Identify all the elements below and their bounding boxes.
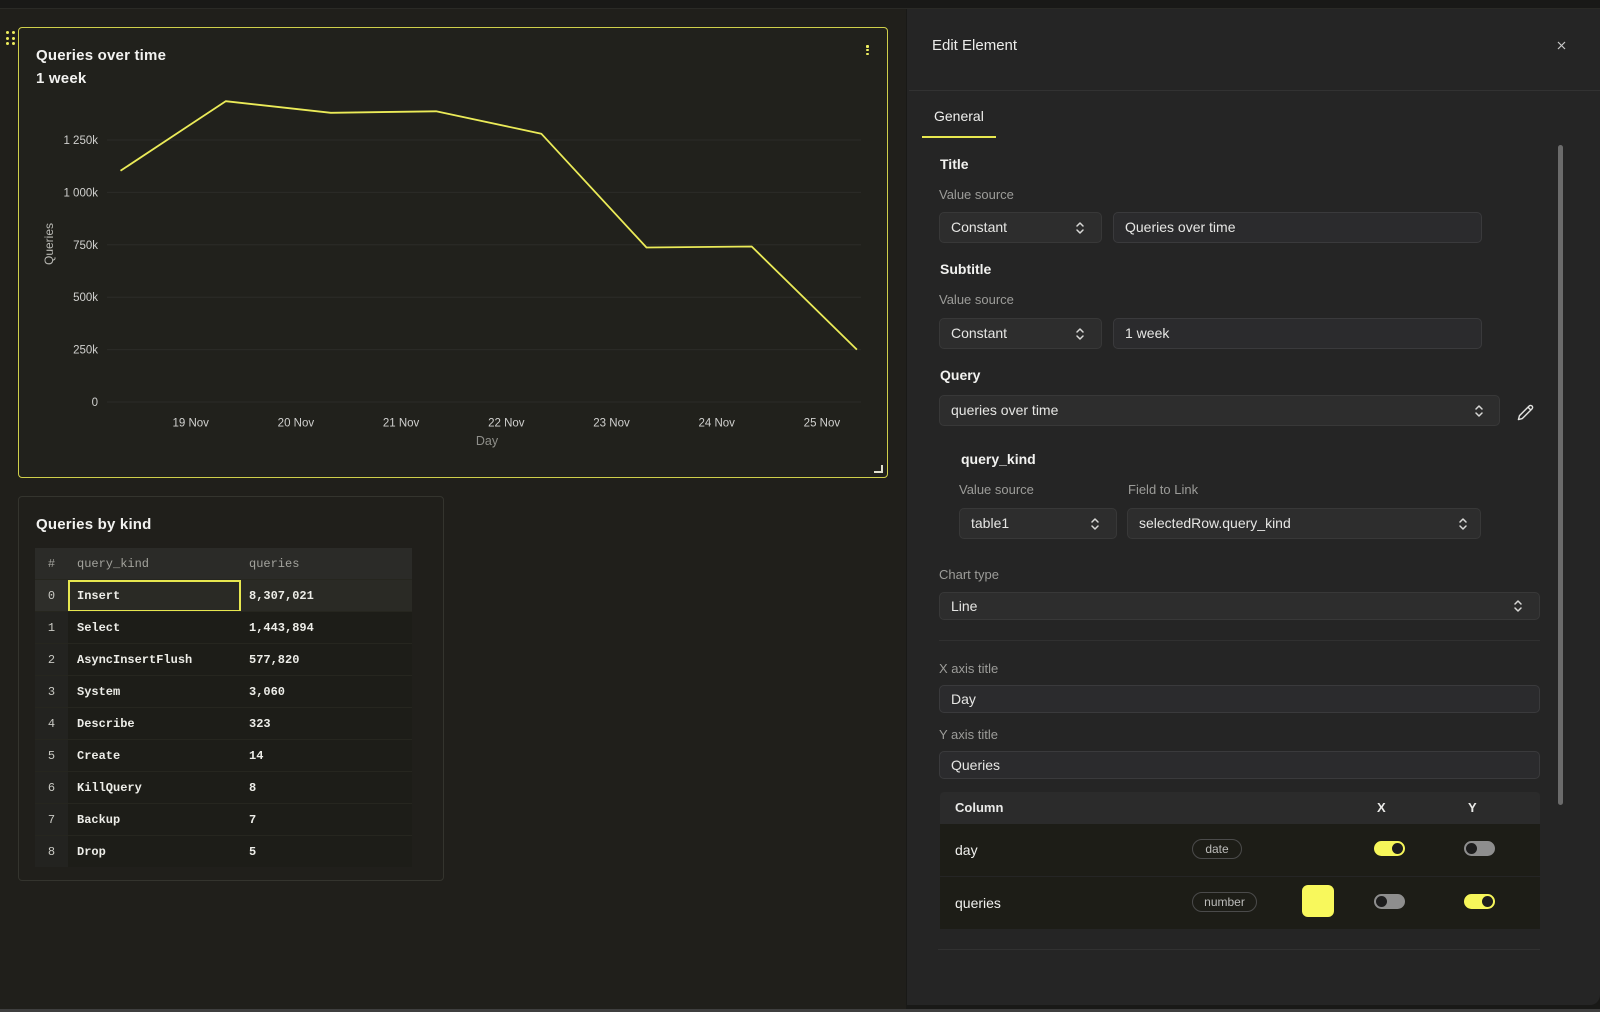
svg-text:750k: 750k bbox=[73, 240, 98, 252]
svg-text:24 Nov: 24 Nov bbox=[698, 418, 735, 430]
svg-text:1 000k: 1 000k bbox=[63, 187, 98, 199]
svg-text:250k: 250k bbox=[73, 345, 98, 357]
svg-text:21 Nov: 21 Nov bbox=[383, 418, 420, 430]
svg-text:22 Nov: 22 Nov bbox=[488, 418, 525, 430]
svg-text:Queries: Queries bbox=[42, 223, 56, 265]
svg-text:500k: 500k bbox=[73, 292, 98, 304]
svg-text:0: 0 bbox=[92, 397, 98, 409]
svg-text:23 Nov: 23 Nov bbox=[593, 418, 630, 430]
svg-text:19 Nov: 19 Nov bbox=[172, 418, 209, 430]
svg-text:Day: Day bbox=[476, 434, 499, 448]
svg-text:25 Nov: 25 Nov bbox=[804, 418, 841, 430]
svg-text:20 Nov: 20 Nov bbox=[278, 418, 315, 430]
svg-text:1 250k: 1 250k bbox=[63, 135, 98, 147]
